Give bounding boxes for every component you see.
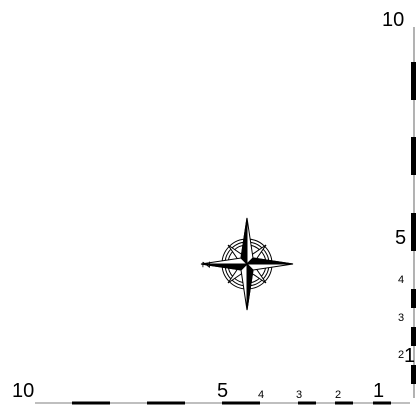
right-scale-label-2: 2 [398,349,404,361]
bottom-scale-segment [222,401,260,405]
bottom-scale-label-1: 1 [373,380,384,402]
right-scale-segment [411,327,416,346]
bottom-scale-label-4: 4 [258,389,264,401]
bottom-scale-label-10: 10 [12,380,34,402]
bottom-scale-segment [72,401,110,405]
bottom-scale-segment [373,401,391,405]
bottom-scale-segment [298,401,316,405]
bottom-scale-label-5: 5 [217,380,228,402]
right-scale-label-1: 1 [404,345,415,367]
right-scale-label-3: 3 [398,312,404,324]
compass-north-letter: Z [201,261,213,268]
bottom-scale-segment [335,401,353,405]
right-scale-label-4: 4 [398,274,404,286]
bottom-scale-bar: 10 5 4 3 2 1 [12,380,410,405]
bottom-scale-label-3: 3 [296,389,302,401]
right-scale-bar: 10 5 4 3 2 1 [382,9,416,398]
bottom-scale-label-2: 2 [335,389,341,401]
right-scale-segment [411,289,416,308]
bottom-scale-segment [147,401,185,405]
compass-rose-icon [200,217,294,311]
right-scale-label-5: 5 [395,227,406,249]
right-scale-segment [411,137,416,175]
right-scale-segment [411,365,416,384]
right-scale-segment [411,62,416,100]
right-scale-label-10: 10 [382,9,404,31]
right-scale-segment [411,213,416,251]
